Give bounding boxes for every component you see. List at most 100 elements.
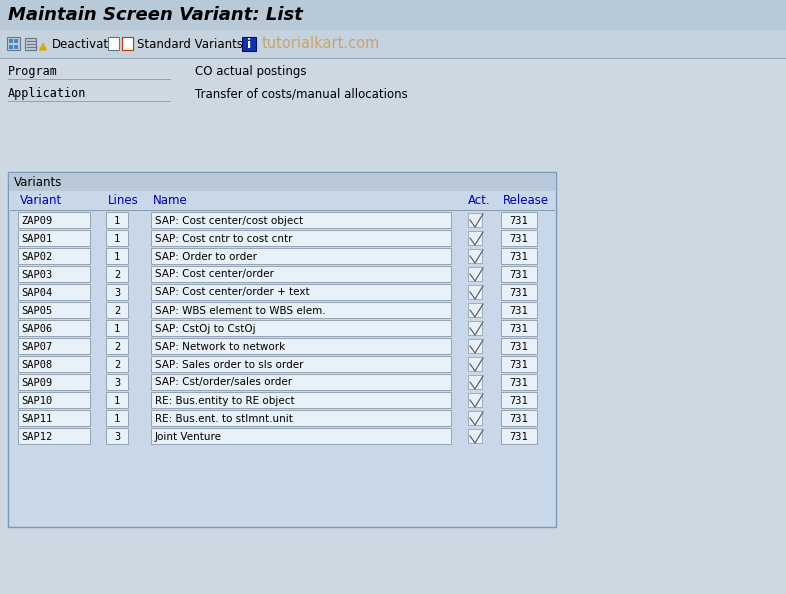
Text: SAP02: SAP02: [21, 251, 52, 261]
FancyBboxPatch shape: [501, 302, 537, 318]
FancyBboxPatch shape: [151, 230, 451, 246]
Text: SAP: Sales order to sls order: SAP: Sales order to sls order: [155, 359, 303, 369]
FancyBboxPatch shape: [18, 338, 90, 354]
FancyBboxPatch shape: [18, 356, 90, 372]
FancyBboxPatch shape: [468, 411, 482, 425]
Text: Program: Program: [8, 65, 58, 78]
FancyBboxPatch shape: [468, 321, 482, 335]
Text: i: i: [247, 37, 251, 50]
FancyBboxPatch shape: [151, 212, 451, 228]
FancyBboxPatch shape: [18, 374, 90, 390]
FancyBboxPatch shape: [501, 356, 537, 372]
FancyBboxPatch shape: [18, 302, 90, 318]
FancyBboxPatch shape: [501, 230, 537, 246]
Text: 731: 731: [509, 378, 528, 387]
FancyBboxPatch shape: [0, 0, 786, 30]
FancyBboxPatch shape: [18, 284, 90, 300]
Text: SAP: Cst/order/sales order: SAP: Cst/order/sales order: [155, 378, 292, 387]
Text: Deactivate: Deactivate: [52, 37, 116, 50]
Text: 731: 731: [509, 233, 528, 244]
FancyBboxPatch shape: [501, 320, 537, 336]
FancyBboxPatch shape: [0, 58, 786, 594]
FancyBboxPatch shape: [151, 410, 451, 426]
Text: ZAP09: ZAP09: [21, 216, 52, 226]
Text: SAP: Cost center/cost object: SAP: Cost center/cost object: [155, 216, 303, 226]
Text: 731: 731: [509, 431, 528, 441]
Text: SAP11: SAP11: [21, 413, 52, 424]
Text: SAP: Cost cntr to cost cntr: SAP: Cost cntr to cost cntr: [155, 233, 292, 244]
FancyBboxPatch shape: [7, 37, 20, 50]
Text: 3: 3: [114, 378, 120, 387]
Text: 2: 2: [114, 270, 120, 280]
Text: SAP: Cost center/order: SAP: Cost center/order: [155, 270, 274, 280]
FancyBboxPatch shape: [18, 212, 90, 228]
FancyBboxPatch shape: [501, 284, 537, 300]
Text: 2: 2: [114, 305, 120, 315]
Text: 731: 731: [509, 251, 528, 261]
Text: 731: 731: [509, 324, 528, 333]
FancyBboxPatch shape: [9, 173, 555, 191]
FancyBboxPatch shape: [25, 38, 36, 50]
Text: SAP04: SAP04: [21, 287, 52, 298]
FancyBboxPatch shape: [8, 172, 556, 527]
Text: 3: 3: [114, 431, 120, 441]
Text: SAP: Network to network: SAP: Network to network: [155, 342, 285, 352]
FancyBboxPatch shape: [18, 428, 90, 444]
FancyBboxPatch shape: [106, 428, 128, 444]
FancyBboxPatch shape: [468, 213, 482, 227]
Text: 1: 1: [114, 413, 120, 424]
Text: SAP07: SAP07: [21, 342, 52, 352]
FancyBboxPatch shape: [9, 39, 13, 43]
Text: 2: 2: [114, 359, 120, 369]
FancyBboxPatch shape: [151, 374, 451, 390]
FancyBboxPatch shape: [18, 266, 90, 282]
Text: 731: 731: [509, 216, 528, 226]
FancyBboxPatch shape: [151, 284, 451, 300]
FancyBboxPatch shape: [151, 338, 451, 354]
FancyBboxPatch shape: [468, 303, 482, 317]
Text: SAP12: SAP12: [21, 431, 52, 441]
Text: 1: 1: [114, 216, 120, 226]
Text: SAP: Order to order: SAP: Order to order: [155, 251, 257, 261]
FancyBboxPatch shape: [0, 30, 786, 58]
Text: 731: 731: [509, 342, 528, 352]
Text: 731: 731: [509, 359, 528, 369]
Text: 1: 1: [114, 233, 120, 244]
Text: Joint Venture: Joint Venture: [155, 431, 222, 441]
Text: 731: 731: [509, 270, 528, 280]
Text: 731: 731: [509, 305, 528, 315]
FancyBboxPatch shape: [501, 338, 537, 354]
FancyBboxPatch shape: [468, 339, 482, 353]
FancyBboxPatch shape: [14, 39, 18, 43]
Text: RE: Bus.ent. to stlmnt.unit: RE: Bus.ent. to stlmnt.unit: [155, 413, 293, 424]
Text: 1: 1: [114, 251, 120, 261]
FancyBboxPatch shape: [468, 267, 482, 281]
Text: Name: Name: [153, 194, 188, 207]
FancyBboxPatch shape: [9, 191, 555, 211]
FancyBboxPatch shape: [18, 248, 90, 264]
Text: SAP03: SAP03: [21, 270, 52, 280]
Text: 3: 3: [114, 287, 120, 298]
Text: 2: 2: [114, 342, 120, 352]
FancyBboxPatch shape: [151, 392, 451, 408]
Text: Lines: Lines: [108, 194, 139, 207]
Text: RE: Bus.entity to RE object: RE: Bus.entity to RE object: [155, 396, 295, 406]
Text: 731: 731: [509, 396, 528, 406]
FancyBboxPatch shape: [468, 285, 482, 299]
FancyBboxPatch shape: [106, 320, 128, 336]
FancyBboxPatch shape: [106, 248, 128, 264]
Text: Variant: Variant: [20, 194, 62, 207]
Text: SAP: Cost center/order + text: SAP: Cost center/order + text: [155, 287, 310, 298]
Text: SAP08: SAP08: [21, 359, 52, 369]
FancyBboxPatch shape: [14, 45, 18, 49]
Text: CO actual postings: CO actual postings: [195, 65, 307, 78]
Text: SAP05: SAP05: [21, 305, 52, 315]
Text: Release: Release: [503, 194, 549, 207]
FancyBboxPatch shape: [151, 356, 451, 372]
FancyBboxPatch shape: [501, 248, 537, 264]
FancyBboxPatch shape: [468, 357, 482, 371]
Text: SAP01: SAP01: [21, 233, 52, 244]
FancyBboxPatch shape: [106, 266, 128, 282]
FancyBboxPatch shape: [151, 320, 451, 336]
FancyBboxPatch shape: [468, 393, 482, 407]
